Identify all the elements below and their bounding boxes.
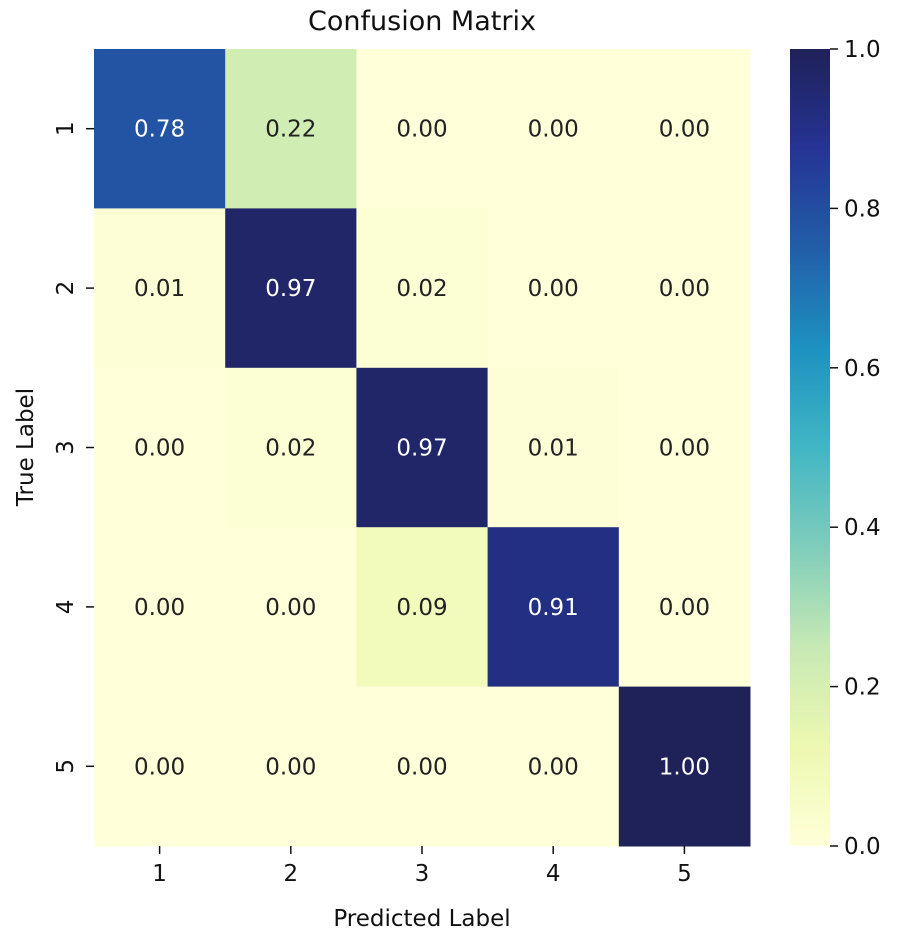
heatmap-cell [618, 527, 751, 688]
cell-annotation: 0.00 [396, 754, 447, 780]
heatmap-cell [487, 49, 620, 209]
heatmap-cell [356, 208, 489, 369]
x-tick-label: 5 [677, 861, 692, 887]
x-tick-label: 3 [415, 861, 430, 887]
cell-annotation: 0.00 [396, 117, 447, 143]
heatmap-cell [487, 686, 620, 847]
colorbar-tick-label: 0.8 [844, 196, 881, 222]
cell-annotation: 0.09 [396, 595, 447, 621]
cell-annotation: 0.97 [265, 276, 316, 302]
cell-annotation: 0.00 [134, 595, 185, 621]
heatmap-cell [94, 686, 226, 847]
cell-annotation: 0.22 [265, 117, 316, 143]
colorbar-gradient [790, 49, 830, 846]
cell-annotation: 0.00 [659, 276, 710, 302]
cell-annotation: 0.00 [528, 276, 579, 302]
y-axis-label: True Label [13, 388, 39, 507]
heatmap-cell [618, 367, 751, 528]
cell-annotation: 0.78 [134, 117, 185, 143]
y-tick-label: 3 [53, 440, 79, 455]
y-tick-label: 2 [53, 281, 79, 296]
heatmap-cell [225, 686, 357, 847]
colorbar-tick-label: 0.6 [844, 356, 881, 382]
cell-annotation: 0.00 [265, 595, 316, 621]
heatmap-cell [356, 686, 489, 847]
heatmap-cell [487, 367, 620, 528]
heatmap-cell [94, 527, 226, 688]
heatmap-cell [94, 49, 226, 209]
heatmap-cell [225, 527, 357, 688]
x-axis-label: Predicted Label [333, 906, 510, 932]
y-tick-label: 1 [53, 121, 79, 136]
x-tick-label: 4 [546, 861, 561, 887]
cell-annotation: 0.00 [528, 754, 579, 780]
cell-annotation: 0.91 [528, 595, 579, 621]
colorbar-tick-label: 1.0 [844, 37, 881, 63]
cell-annotation: 0.00 [528, 117, 579, 143]
heatmap-cell [487, 208, 620, 369]
heatmap-cell [225, 49, 357, 209]
cell-annotation: 0.02 [265, 436, 316, 462]
cell-annotation: 0.00 [134, 754, 185, 780]
cell-annotation: 0.00 [659, 117, 710, 143]
x-tick-label: 1 [152, 861, 167, 887]
cell-annotation: 0.00 [134, 436, 185, 462]
heatmap-cell [356, 49, 489, 209]
cell-annotation: 0.01 [528, 436, 579, 462]
heatmap-cell [487, 527, 620, 688]
heatmap-cell [356, 367, 489, 528]
heatmap-cell [94, 208, 226, 369]
cell-annotation: 1.00 [659, 754, 710, 780]
cell-annotation: 0.02 [396, 276, 447, 302]
y-tick-label: 5 [53, 759, 79, 774]
chart-title: Confusion Matrix [308, 6, 536, 37]
heatmap-cell [356, 527, 489, 688]
cell-annotation: 0.97 [396, 436, 447, 462]
colorbar-tick-label: 0.0 [844, 834, 881, 860]
colorbar-tick-label: 0.2 [844, 675, 881, 701]
heatmap-cell [94, 367, 226, 528]
colorbar-tick-label: 0.4 [844, 515, 881, 541]
heatmap-cell [225, 208, 357, 369]
heatmap-cell [618, 208, 751, 369]
cell-annotation: 0.00 [659, 436, 710, 462]
cell-annotation: 0.00 [265, 754, 316, 780]
cell-annotation: 0.01 [134, 276, 185, 302]
cell-annotation: 0.00 [659, 595, 710, 621]
heatmap-cell [225, 367, 357, 528]
heatmap-cell [618, 49, 751, 209]
x-tick-label: 2 [283, 861, 298, 887]
heatmap-cell [618, 686, 751, 847]
y-tick-label: 4 [53, 600, 79, 615]
